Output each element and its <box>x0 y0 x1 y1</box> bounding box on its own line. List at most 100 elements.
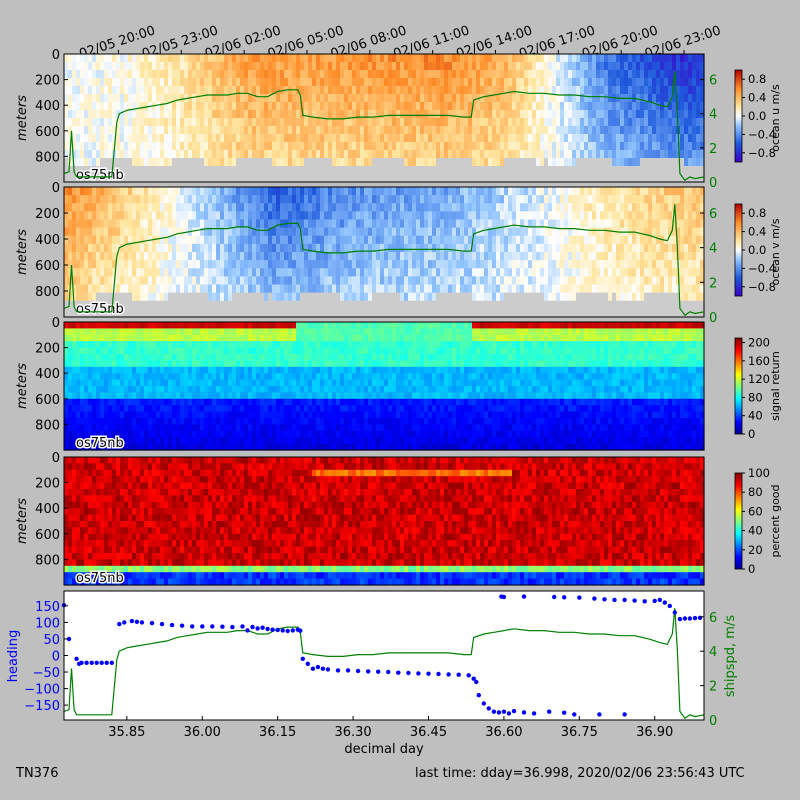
heatmap-cell <box>628 235 633 245</box>
heatmap-cell <box>648 150 653 159</box>
heatmap-cell <box>604 150 609 159</box>
heatmap-cell <box>540 166 545 175</box>
heatmap-cell <box>352 118 357 127</box>
heatmap-cell <box>584 62 589 71</box>
heatmap-cell <box>372 134 377 143</box>
heatmap-cell <box>608 62 613 71</box>
heatmap-cell <box>176 174 181 183</box>
heatmap-cell <box>280 158 285 167</box>
heatmap-cell <box>508 174 513 183</box>
heatmap-cell <box>612 110 617 119</box>
heatmap-cell <box>268 134 273 143</box>
heatmap-cell <box>364 227 369 237</box>
heatmap-cell <box>220 235 225 245</box>
heatmap-cell <box>444 219 449 229</box>
heatmap-cell <box>488 166 493 175</box>
heatmap-cell <box>388 70 393 79</box>
heatmap-cell <box>576 86 581 95</box>
heatmap-cell <box>188 70 193 79</box>
heatmap-cell <box>644 203 649 212</box>
heatmap-cell <box>408 134 413 143</box>
heatmap-cell <box>436 284 441 294</box>
heatmap-cell <box>232 78 237 87</box>
heatmap-cell <box>644 292 649 302</box>
heatmap-cell <box>344 94 349 103</box>
heatmap-cell <box>240 276 245 286</box>
heatmap-cell <box>184 203 189 212</box>
heatmap-cell <box>284 150 289 159</box>
heatmap-cell <box>536 195 541 204</box>
heatmap-cell <box>432 86 437 95</box>
heatmap-cell <box>568 94 573 103</box>
heatmap-cell <box>288 134 293 143</box>
heatmap-cell <box>456 102 461 111</box>
heatmap-cell <box>652 142 657 151</box>
heatmap-cell <box>416 260 421 269</box>
heatmap-cell <box>340 300 345 310</box>
heatmap-cell <box>492 195 497 204</box>
heatmap-cell <box>404 187 409 196</box>
heatmap-cell <box>504 308 509 318</box>
heatmap-cell <box>92 54 97 63</box>
heatmap-cell <box>644 195 649 204</box>
heatmap-cell <box>612 211 617 221</box>
heatmap-cell <box>612 195 617 204</box>
heatmap-cell <box>596 94 601 103</box>
heatmap-cell <box>588 86 593 95</box>
heatmap-cell <box>276 110 281 119</box>
heatmap-cell <box>548 227 553 237</box>
heatmap-cell <box>424 54 429 63</box>
heatmap-cell <box>352 308 357 318</box>
heatmap-cell <box>100 219 105 229</box>
heatmap-cell <box>468 260 473 269</box>
heatmap-cell <box>180 70 185 79</box>
heatmap-cell <box>148 158 153 167</box>
heatmap-cell <box>640 94 645 103</box>
heatmap-cell <box>556 300 561 310</box>
heatmap-cell <box>680 70 685 79</box>
heatmap-cell <box>604 203 609 212</box>
heatmap-cell <box>208 78 213 87</box>
heatmap-cell <box>300 142 305 151</box>
heatmap-cell <box>200 292 205 302</box>
heatmap-cell <box>280 78 285 87</box>
heatmap-cell <box>264 276 269 286</box>
heatmap-cell <box>560 260 565 269</box>
heatmap-cell <box>132 203 137 212</box>
heatmap-cell <box>176 187 181 196</box>
heatmap-cell <box>440 211 445 221</box>
heatmap-cell <box>64 158 69 167</box>
heatmap-cell <box>336 187 341 196</box>
heatmap-cell <box>488 134 493 143</box>
heatmap-cell <box>152 134 157 143</box>
heatmap-cell <box>512 158 517 167</box>
heatmap-cell <box>652 252 657 261</box>
heatmap-cell <box>264 54 269 63</box>
heatmap-cell <box>700 70 705 79</box>
heatmap-cell <box>228 94 233 103</box>
heatmap-cell <box>192 276 197 286</box>
heatmap-cell <box>424 276 429 286</box>
heatmap-cell <box>632 300 637 310</box>
heatmap-cell <box>212 268 217 277</box>
heatmap-cell <box>108 110 113 119</box>
heatmap-cell <box>520 219 525 229</box>
heatmap-cell <box>584 227 589 237</box>
heatmap-cell <box>256 94 261 103</box>
heatmap-cell <box>500 292 505 302</box>
heatmap-cell <box>480 300 485 310</box>
heatmap-cell <box>88 195 93 204</box>
heatmap-cell <box>280 211 285 221</box>
heatmap-cell <box>268 252 273 261</box>
heatmap-cell <box>204 78 209 87</box>
heatmap-cell <box>596 150 601 159</box>
heatmap-cell <box>180 252 185 261</box>
heatmap-cell <box>636 300 641 310</box>
heatmap-cell <box>492 166 497 175</box>
heatmap-cell <box>296 62 301 71</box>
heatmap-cell <box>488 227 493 237</box>
heatmap-cell <box>184 260 189 269</box>
heatmap-cell <box>140 292 145 302</box>
heatmap-cell <box>284 284 289 294</box>
heatmap-cell <box>580 62 585 71</box>
